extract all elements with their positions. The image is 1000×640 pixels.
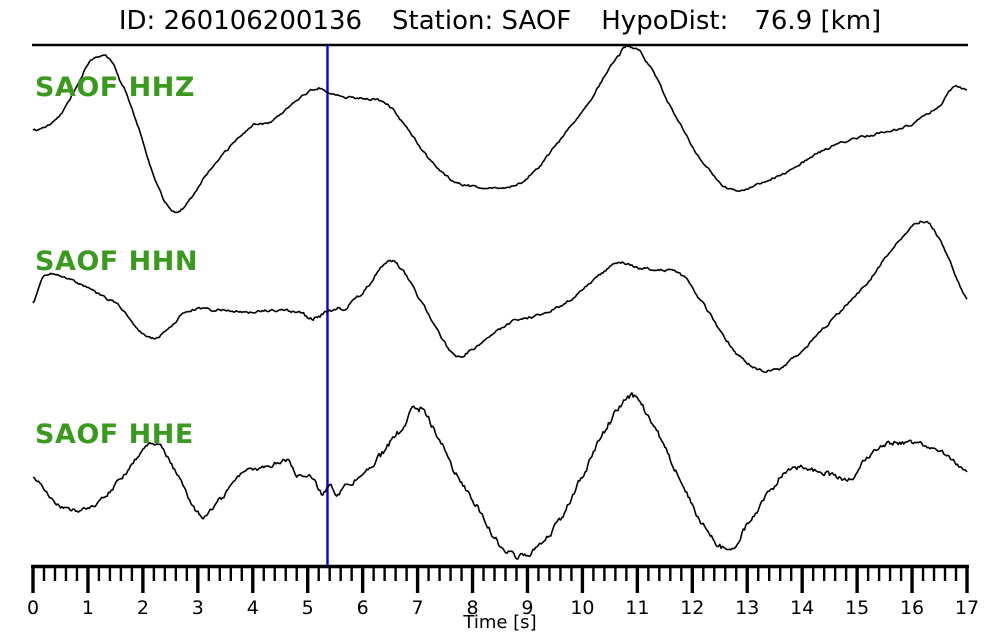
tick-label: 1 [82, 597, 94, 619]
tick-label: 10 [570, 597, 594, 619]
waveform-trace-hhe [32, 392, 968, 560]
tick-label: 15 [845, 597, 869, 619]
hypodist-value: 76.9 [km] [754, 6, 882, 36]
event-id-text: ID: 260106200136 [118, 6, 363, 36]
tick-label: 4 [247, 597, 259, 619]
tick-label: 5 [302, 597, 314, 619]
hypodist-label: HypoDist: [601, 6, 729, 36]
tick-label: 17 [955, 597, 979, 619]
tick-label: 9 [521, 597, 533, 619]
hypodist-group: HypoDist: 76.9 [km] [601, 6, 881, 36]
tick-label: 6 [357, 597, 369, 619]
tick-label: 7 [412, 597, 424, 619]
tick-label: 16 [900, 597, 924, 619]
waveform-trace-hhn [32, 220, 968, 374]
figure-title: ID: 260106200136 Station: SAOF HypoDist:… [0, 6, 1000, 36]
waveform-trace-hhz [32, 44, 968, 214]
trace-label-hhn: SAOF HHN [35, 246, 198, 277]
tick-label: 14 [790, 597, 814, 619]
tick-label: 13 [735, 597, 759, 619]
trace-label-hhe: SAOF HHE [35, 419, 194, 450]
tick-label: 3 [192, 597, 204, 619]
tick-label: 0 [27, 597, 39, 619]
tick-label: 11 [625, 597, 649, 619]
tick-label: 2 [137, 597, 149, 619]
station-text: Station: SAOF [392, 6, 572, 36]
tick-label: 12 [680, 597, 704, 619]
time-axis-label: Time [s] [463, 612, 537, 633]
trace-label-hhz: SAOF HHZ [35, 72, 195, 103]
tick-label: 8 [466, 597, 478, 619]
